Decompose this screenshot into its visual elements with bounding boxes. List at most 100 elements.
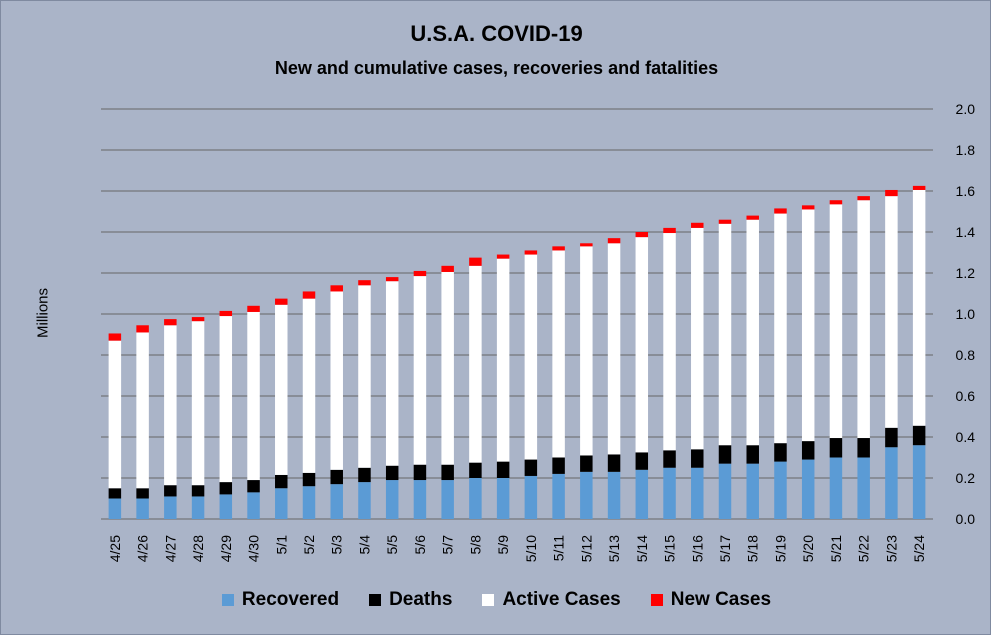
- x-tick-label: 5/4: [356, 535, 372, 555]
- bar-segment-new-cases: [635, 232, 649, 238]
- bar-segment-recovered: [441, 480, 454, 519]
- bar-segment-active-cases: [552, 250, 565, 458]
- x-tick-label: 5/7: [440, 535, 456, 555]
- bar-segment-new-cases: [275, 298, 288, 305]
- bar-segment-new-cases: [330, 285, 343, 292]
- bar-segment-deaths: [108, 488, 122, 499]
- bar-segment-new-cases: [469, 257, 482, 266]
- y-tick-label: 0.8: [956, 347, 976, 363]
- bar-segment-recovered: [275, 488, 288, 519]
- y-tick-label: 0.0: [956, 511, 976, 527]
- x-tick-label: 5/12: [578, 535, 594, 562]
- x-tick-label: 5/21: [828, 535, 844, 562]
- bar-segment-new-cases: [413, 270, 427, 277]
- chart-title: U.S.A. COVID-19: [410, 21, 583, 46]
- x-tick-labels: 4/25 4/26 4/27 4/28 4/29 4/30 5/1 5/2 5/3 5/4 5/5 5…: [107, 535, 927, 562]
- bar-segment-recovered: [191, 496, 205, 519]
- bar-segment-new-cases: [164, 319, 177, 326]
- bar-segment-recovered: [247, 492, 260, 519]
- bar-segment-new-cases: [524, 250, 538, 255]
- gridlines: [101, 108, 933, 520]
- bar-segment-recovered: [496, 478, 510, 519]
- y-tick-label: 2.0: [956, 101, 976, 117]
- bar-segment-new-cases: [496, 254, 510, 259]
- bar-segment-active-cases: [247, 311, 260, 481]
- y-tick-label: 1.4: [956, 224, 976, 240]
- bar-segment-recovered: [302, 486, 316, 519]
- bar-segment-deaths: [857, 438, 870, 458]
- chart-subtitle: New and cumulative cases, recoveries and…: [274, 58, 719, 78]
- x-tick-label: 5/24: [911, 535, 927, 562]
- bar-segment-recovered: [885, 447, 898, 519]
- bar-segment-deaths: [663, 450, 676, 468]
- x-tick-label: 5/18: [745, 535, 761, 562]
- bar-segment-recovered: [912, 445, 926, 519]
- legend-item-new-cases: New Cases: [650, 589, 772, 611]
- bar-segment-new-cases: [885, 189, 898, 197]
- bar-segment-deaths: [774, 443, 787, 462]
- bar-segment-deaths: [691, 449, 704, 468]
- bar-segment-new-cases: [108, 333, 122, 341]
- bar-segment-recovered: [663, 467, 676, 519]
- bar-segment-active-cases: [496, 258, 510, 462]
- bar-segment-active-cases: [524, 254, 538, 460]
- x-tick-label: 5/23: [883, 535, 899, 562]
- y-tick-label: 1.6: [956, 183, 976, 199]
- bar-segment-recovered: [774, 461, 787, 519]
- bar-segment-deaths: [885, 427, 898, 448]
- y-tick-label: 1.8: [956, 142, 976, 158]
- y-tick-label: 0.4: [956, 429, 976, 445]
- bar-segment-new-cases: [358, 280, 371, 286]
- bar-segment-new-cases: [552, 246, 565, 251]
- bar-segment-recovered: [358, 482, 371, 519]
- x-tick-label: 5/5: [384, 535, 400, 555]
- legend-label-active-cases: Active Cases: [502, 589, 621, 610]
- legend-label-new-cases: New Cases: [670, 589, 772, 610]
- x-tick-label: 5/9: [495, 535, 511, 555]
- bar-segment-deaths: [275, 474, 288, 489]
- y-tick-label: 0.2: [956, 470, 976, 486]
- bar-segment-active-cases: [385, 281, 399, 466]
- bar-segment-deaths: [607, 454, 621, 472]
- bar-segment-deaths: [801, 441, 815, 460]
- x-tick-label: 5/8: [467, 535, 483, 555]
- bar-segment-new-cases: [829, 200, 843, 205]
- bar-segment-recovered: [524, 475, 538, 519]
- x-tick-label: 5/15: [662, 535, 678, 562]
- bar-segment-deaths: [635, 452, 649, 470]
- bar-segment-active-cases: [302, 298, 316, 473]
- legend: Recovered Deaths Active Cases New Cases: [1, 589, 991, 611]
- x-tick-label: 5/6: [412, 535, 428, 555]
- bar-segment-active-cases: [191, 321, 205, 486]
- bar-segment-recovered: [829, 457, 843, 519]
- bar-segment-recovered: [857, 457, 870, 519]
- legend-label-deaths: Deaths: [389, 589, 453, 610]
- bar-segment-new-cases: [746, 215, 759, 220]
- bar-segment-active-cases: [912, 189, 926, 426]
- bar-segment-recovered: [385, 480, 399, 519]
- x-tick-label: 5/20: [800, 535, 816, 562]
- bar-segment-deaths: [469, 462, 482, 478]
- bar-segment-active-cases: [413, 276, 427, 465]
- bar-segment-active-cases: [857, 200, 870, 439]
- x-tick-label: 5/13: [606, 535, 622, 562]
- x-tick-label: 5/17: [717, 535, 733, 562]
- legend-item-recovered: Recovered: [221, 589, 339, 611]
- bar-segment-active-cases: [663, 233, 676, 451]
- bar-segment-recovered: [413, 480, 427, 519]
- legend-item-active-cases: Active Cases: [482, 589, 621, 611]
- plot-area: 0.00.20.40.60.81.01.21.41.61.82.0 4/25 4/…: [101, 101, 976, 562]
- bar-segment-active-cases: [164, 325, 177, 486]
- legend-swatch-new-cases: [650, 594, 663, 606]
- x-tick-label: 5/11: [551, 535, 567, 561]
- bar-segment-recovered: [330, 484, 343, 519]
- bar-segment-deaths: [912, 425, 926, 446]
- bar-segment-active-cases: [607, 243, 621, 455]
- bar-segment-active-cases: [718, 223, 732, 446]
- bar-segment-new-cases: [191, 317, 205, 322]
- legend-swatch-active-cases: [482, 594, 495, 606]
- x-tick-label: 5/10: [523, 535, 539, 562]
- x-tick-label: 5/14: [634, 535, 650, 562]
- x-tick-label: 4/29: [218, 535, 234, 562]
- legend-swatch-recovered: [221, 594, 234, 606]
